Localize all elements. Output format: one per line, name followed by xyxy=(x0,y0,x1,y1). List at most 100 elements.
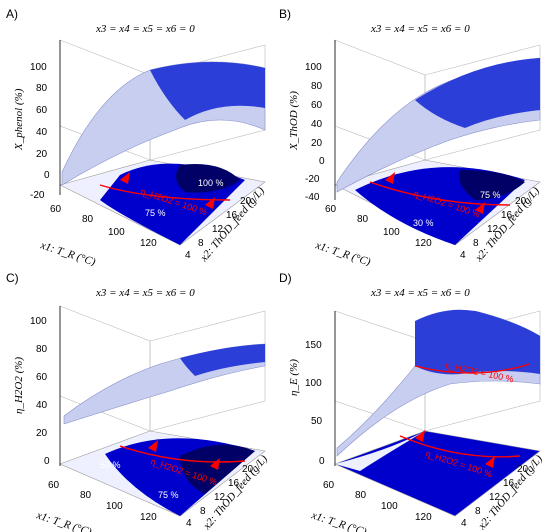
y-tick: 12 xyxy=(214,492,226,503)
contour-label-2: 75 % xyxy=(158,490,179,500)
arrow-marker xyxy=(148,440,158,452)
response-surface-blue xyxy=(415,58,540,128)
contour-label-1: 75 % xyxy=(480,190,501,200)
panel-c: C) x3 = x4 = x5 = x6 = 0 50 % 75 % η_H2O… xyxy=(0,266,275,532)
y-tick: 16 xyxy=(503,478,515,489)
y-tick: 4 xyxy=(186,518,192,529)
x-tick: 80 xyxy=(355,490,367,501)
x-tick: 100 xyxy=(106,501,123,512)
panel-label: A) xyxy=(6,7,18,21)
arrow-marker xyxy=(120,172,130,184)
z-tick: 100 xyxy=(30,62,47,73)
arrow-marker xyxy=(475,202,485,214)
response-surface-blue xyxy=(415,309,540,375)
contour-region-high xyxy=(176,164,240,193)
z-tick: 50 xyxy=(311,416,323,427)
response-surface-blue xyxy=(150,61,265,120)
x-tick: 80 xyxy=(80,490,92,501)
panel-label: C) xyxy=(6,271,19,285)
z-tick: 80 xyxy=(311,81,323,92)
y-tick: 12 xyxy=(212,224,224,235)
panel-label: D) xyxy=(279,271,292,285)
panel-label: B) xyxy=(279,7,291,21)
contour-label-1: 100 % xyxy=(198,178,224,188)
z-axis-label: η_E (%) xyxy=(288,359,300,396)
z-tick: 20 xyxy=(36,428,48,439)
contour-line-eta xyxy=(399,435,521,458)
z-axis-label: X_phenol (%) xyxy=(13,88,25,151)
z-tick: -20 xyxy=(30,190,45,201)
z-tick: 100 xyxy=(305,378,322,389)
y-tick: 4 xyxy=(460,250,466,261)
x-tick: 80 xyxy=(82,214,94,225)
panel-title: x3 = x4 = x5 = x6 = 0 xyxy=(95,23,195,35)
arrow-marker xyxy=(415,430,425,442)
x-axis-label: x1: T_R (°C) xyxy=(309,509,368,532)
x-tick: 100 xyxy=(108,227,125,238)
y-tick: 20 xyxy=(242,464,254,475)
x-tick: 60 xyxy=(323,480,335,491)
y-tick: 16 xyxy=(228,478,240,489)
x-axis-label: x1: T_R (°C) xyxy=(313,239,372,266)
z-axis-label: X_ThOD (%) xyxy=(288,91,300,151)
z-tick: 40 xyxy=(36,400,48,411)
z-tick: 0 xyxy=(319,456,325,467)
x-tick: 120 xyxy=(415,512,432,523)
y-tick: 16 xyxy=(226,210,238,221)
contour-line-surface xyxy=(414,363,531,374)
panel-title: x3 = x4 = x5 = x6 = 0 xyxy=(95,287,195,299)
panel-a: A) x3 = x4 = x5 = x6 = 0 100 % 75 % η_H2… xyxy=(0,0,275,266)
y-tick: 16 xyxy=(501,210,513,221)
contour-line-eta xyxy=(119,445,246,463)
arrow-marker xyxy=(210,458,220,470)
z-tick: 100 xyxy=(305,62,322,73)
panel-title: x3 = x4 = x5 = x6 = 0 xyxy=(370,23,470,35)
contour-region-high xyxy=(459,170,525,200)
arrow-marker xyxy=(485,456,495,468)
y-tick: 8 xyxy=(198,238,204,249)
y-tick: 8 xyxy=(473,238,479,249)
y-tick: 20 xyxy=(240,196,252,207)
panel-b: B) x3 = x4 = x5 = x6 = 0 75 % 30 % η_H2O… xyxy=(275,0,550,266)
panel-a-svg: A) x3 = x4 = x5 = x6 = 0 100 % 75 % η_H2… xyxy=(6,7,267,266)
z-axis-label: η_H2O2 (%) xyxy=(13,357,25,414)
z-tick: 60 xyxy=(311,100,323,111)
z-tick: 60 xyxy=(36,372,48,383)
x-tick: 60 xyxy=(50,204,62,215)
z-tick: 20 xyxy=(311,138,323,149)
response-surface-blue xyxy=(180,344,265,376)
z-tick: 80 xyxy=(36,83,48,94)
contour-label-2: 30 % xyxy=(413,218,434,228)
x-tick: 100 xyxy=(383,227,400,238)
contour-region-low xyxy=(335,431,425,471)
contour-line-eta xyxy=(369,181,511,206)
z-tick: -40 xyxy=(305,192,320,203)
z-tick: 80 xyxy=(36,344,48,355)
z-tick: 40 xyxy=(36,127,48,138)
z-tick: 0 xyxy=(319,156,325,167)
z-tick: 40 xyxy=(311,119,323,130)
z-tick: 20 xyxy=(36,149,48,160)
panel-b-svg: B) x3 = x4 = x5 = x6 = 0 75 % 30 % η_H2O… xyxy=(279,7,542,266)
x-tick: 60 xyxy=(48,480,60,491)
y-tick: 12 xyxy=(487,224,499,235)
z-tick: 150 xyxy=(305,340,322,351)
x-axis-label: x1: T_R (°C) xyxy=(34,509,93,532)
panel-d-svg: D) x3 = x4 = x5 = x6 = 0 η_H2O2 = 100 % … xyxy=(279,271,545,532)
z-tick: 100 xyxy=(30,316,47,327)
x-tick: 120 xyxy=(140,512,157,523)
contour-label-1: 50 % xyxy=(100,460,121,470)
x-tick: 80 xyxy=(357,214,369,225)
panel-title: x3 = x4 = x5 = x6 = 0 xyxy=(370,287,470,299)
z-tick: -20 xyxy=(305,174,320,185)
y-tick: 8 xyxy=(200,506,206,517)
panel-c-svg: C) x3 = x4 = x5 = x6 = 0 50 % 75 % η_H2O… xyxy=(6,271,270,532)
x-tick: 120 xyxy=(415,238,432,249)
z-tick: 0 xyxy=(44,456,50,467)
arrow-marker xyxy=(385,172,395,184)
z-tick: 60 xyxy=(36,105,48,116)
y-tick: 8 xyxy=(475,506,481,517)
back-wall-right xyxy=(149,310,266,432)
y-tick: 20 xyxy=(517,464,529,475)
arrow-marker xyxy=(205,197,215,209)
